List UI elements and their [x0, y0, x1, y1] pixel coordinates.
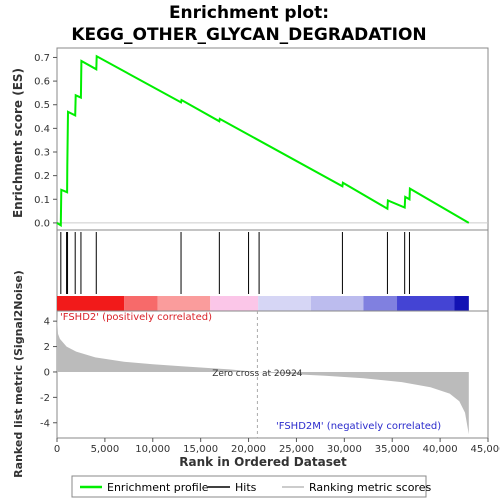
es-tick-label: 0.0	[34, 218, 50, 229]
es-tick-label: 0.3	[34, 148, 50, 159]
es-tick-label: 0.7	[34, 53, 50, 64]
color-bar-segment	[258, 296, 311, 311]
es-tick-label: 0.6	[34, 77, 50, 88]
x-tick-label: 0	[54, 444, 60, 455]
ranked-axis-label: Ranked list metric (Signal2Noise)	[12, 270, 25, 478]
x-tick-label: 30,000	[327, 444, 362, 455]
positive-correlation-label: 'FSHD2' (positively correlated)	[60, 312, 212, 323]
es-tick-label: 0.5	[34, 100, 50, 111]
color-bar-segment	[363, 296, 398, 311]
es-tick-label: 0.2	[34, 171, 50, 182]
es-tick-label: 0.4	[34, 124, 50, 135]
color-bar-segment	[397, 296, 455, 311]
ranked-tick-label: -4	[40, 418, 50, 429]
color-bar-segment	[454, 296, 469, 311]
x-tick-label: 10,000	[135, 444, 170, 455]
x-tick-label: 25,000	[279, 444, 314, 455]
color-bar-segment	[57, 296, 125, 311]
color-bar-segment	[157, 296, 211, 311]
legend-label: Ranking metric scores	[309, 481, 431, 494]
enrichment-profile-line	[56, 54, 470, 228]
ranking-metric-area	[57, 314, 469, 435]
x-tick-label: 20,000	[231, 444, 266, 455]
es-panel-frame	[56, 47, 489, 231]
x-tick-label: 45,000	[471, 444, 500, 455]
legend-label: Enrichment profile	[107, 481, 209, 494]
x-tick-label: 35,000	[375, 444, 410, 455]
es-axis-ticks: 0.0 0.1 0.2 0.3 0.4 0.5 0.6 0.7	[34, 53, 57, 229]
es-tick-label: 0.1	[34, 195, 50, 206]
es-axis-label: Enrichment score (ES)	[11, 68, 25, 218]
legend-box	[71, 475, 427, 498]
color-bar-segment	[310, 296, 364, 311]
chart-title-line-1: Enrichment plot:	[169, 3, 329, 23]
ranked-tick-label: 0	[44, 367, 50, 378]
x-tick-label: 5,000	[91, 444, 120, 455]
zero-cross-label: Zero cross at 20924	[212, 369, 303, 379]
hit-marks	[60, 232, 410, 294]
legend: Enrichment profile Hits Ranking metric sco…	[80, 481, 431, 494]
x-axis-label: Rank in Ordered Dataset	[179, 455, 347, 469]
ranked-tick-label: 2	[44, 342, 50, 353]
ranked-tick-label: 4	[44, 317, 50, 328]
x-tick-label: 15,000	[183, 444, 218, 455]
color-bar-segment	[210, 296, 259, 311]
negative-correlation-label: 'FSHD2M' (negatively correlated)	[276, 421, 441, 432]
legend-label: Hits	[235, 481, 257, 494]
x-axis-ticks: 0 5,000 10,000 15,000 20,000 25,000 30,000 35,0…	[54, 438, 500, 455]
ranked-tick-label: -2	[40, 393, 50, 404]
ranking-color-bar	[57, 296, 469, 311]
x-tick-label: 40,000	[423, 444, 458, 455]
color-bar-segment	[124, 296, 158, 311]
chart-title-line-2: KEGG_OTHER_GLYCAN_DEGRADATION	[71, 25, 426, 45]
ranked-axis-ticks: -4 -2 0 2 4	[40, 317, 57, 429]
